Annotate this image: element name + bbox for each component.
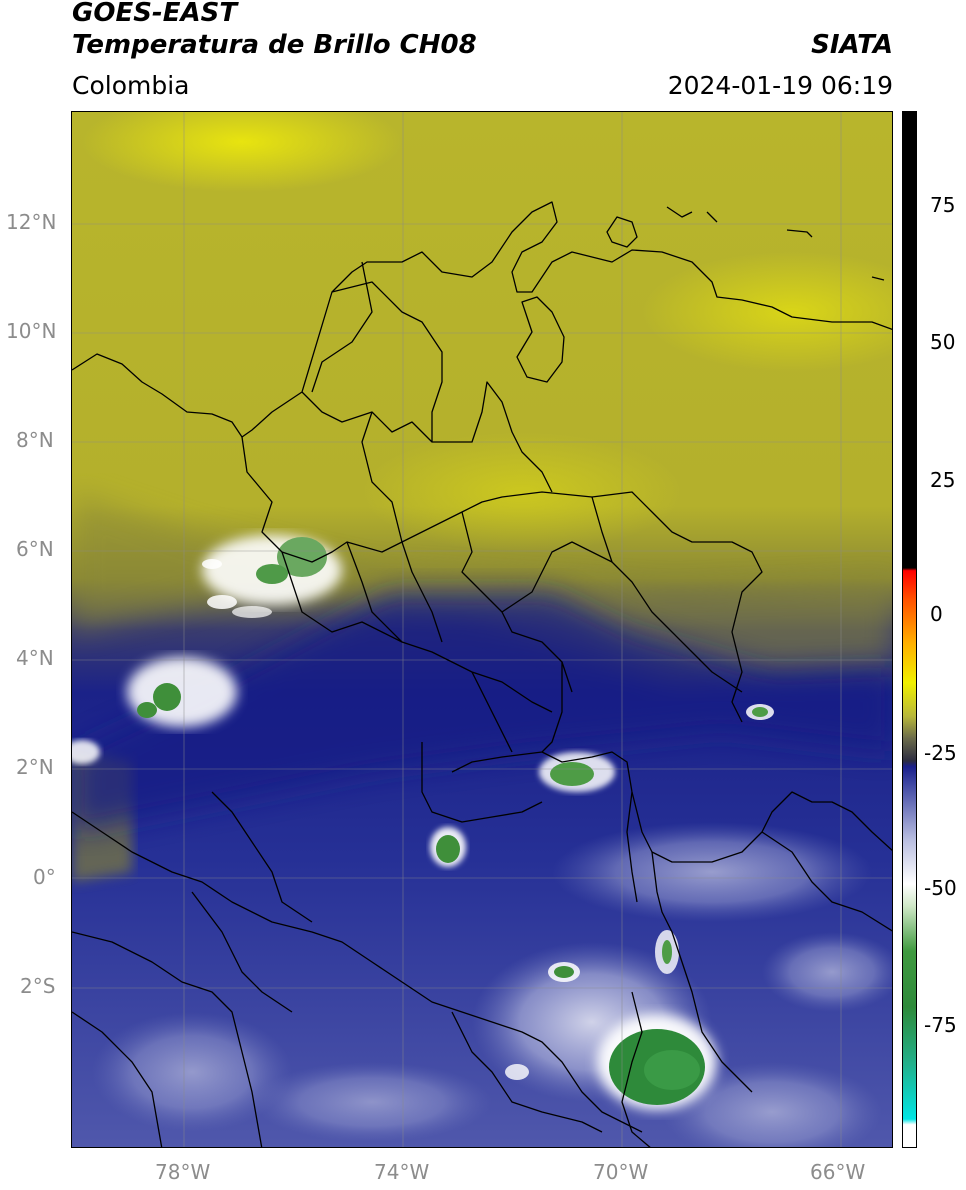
lon-tick-label: 70°W [593,1160,649,1184]
colorbar-tick-label: -50 [924,876,957,900]
temperature-colorbar [902,111,917,1148]
source-label: SIATA [811,30,893,60]
brightness-temperature-field [72,112,892,1147]
lat-tick-label: 12°N [6,210,57,234]
satellite-map[interactable] [71,111,893,1148]
map-canvas [72,112,892,1147]
lat-tick-label: 8°N [16,428,54,452]
political-boundaries [72,201,892,1147]
lon-tick-label: 78°W [155,1160,211,1184]
lat-tick-label: 6°N [16,537,54,561]
title-line1: GOES-EAST [72,0,238,28]
datetime-label: 2024-01-19 06:19 [667,71,893,100]
colorbar-tick-label: 25 [930,468,956,492]
lat-tick-label: 10°N [6,319,57,343]
lon-tick-label: 74°W [374,1160,430,1184]
colorbar-tick-label: 75 [930,193,956,217]
grid-lines [72,112,892,1147]
region-label: Colombia [72,71,190,100]
colorbar-tick-label: -75 [924,1013,957,1037]
lat-tick-label: 2°S [20,974,56,998]
colorbar-tick-label: 50 [930,330,956,354]
title-line2: Temperatura de Brillo CH08 [72,30,477,60]
lat-tick-label: 4°N [16,646,54,670]
colorbar-tick-label: -25 [924,741,957,765]
convective-cores [72,535,774,1110]
lat-tick-label: 2°N [16,755,54,779]
lat-tick-label: 0° [33,865,56,889]
colorbar-tick-label: 0 [930,602,943,626]
lon-tick-label: 66°W [810,1160,866,1184]
